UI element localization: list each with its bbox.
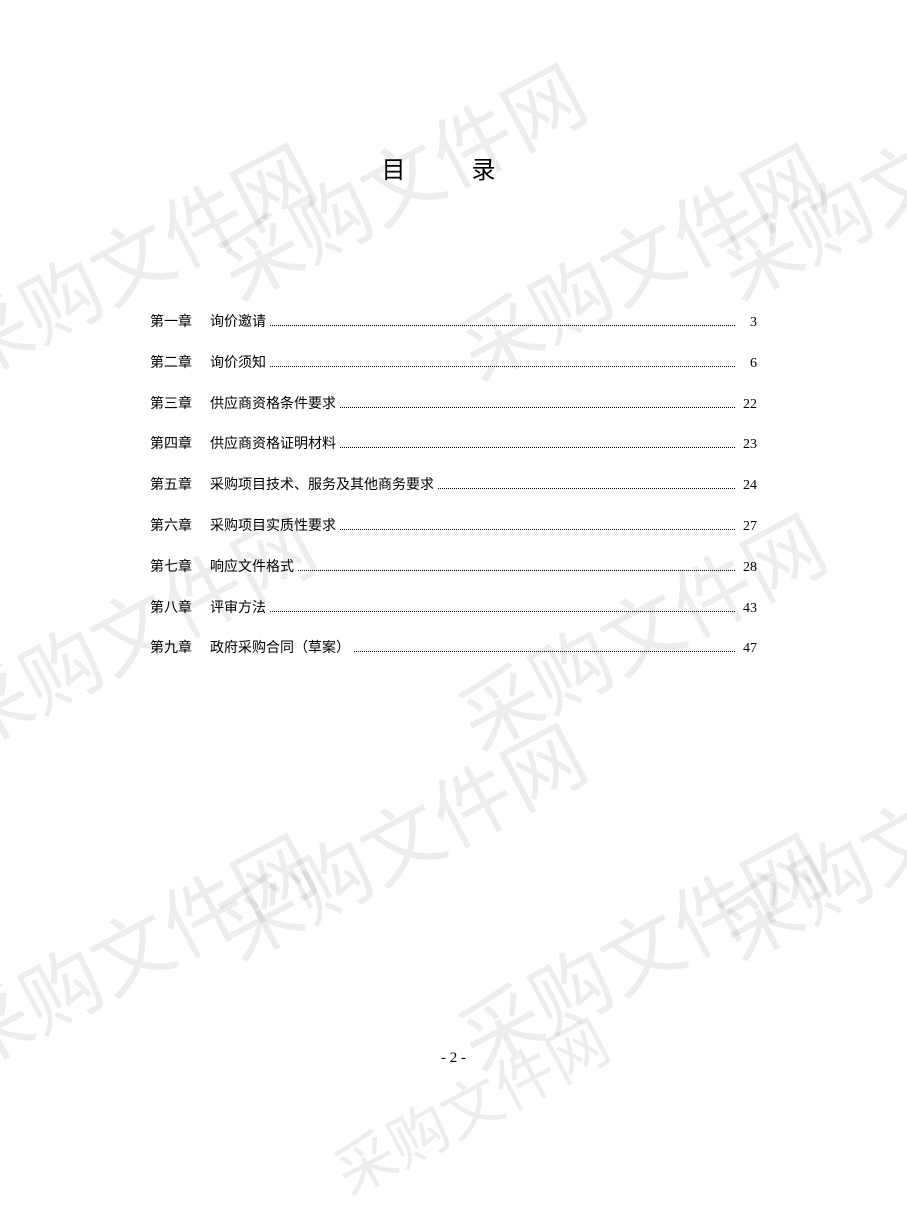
toc-leader-dots — [340, 407, 735, 408]
toc-entry: 第七章 响应文件格式 28 — [150, 560, 757, 577]
chapter-title: 供应商资格证明材料 — [210, 437, 336, 454]
toc-leader-dots — [354, 651, 735, 652]
page-title: 目 录 — [150, 150, 757, 185]
chapter-label: 第一章 — [150, 315, 192, 332]
chapter-title: 供应商资格条件要求 — [210, 397, 336, 414]
toc-page-number: 22 — [739, 397, 757, 414]
chapter-label: 第二章 — [150, 356, 192, 373]
toc-page-number: 28 — [739, 560, 757, 577]
toc-leader-dots — [270, 611, 735, 612]
chapter-title: 响应文件格式 — [210, 560, 294, 577]
table-of-contents: 第一章 询价邀请 3 第二章 询价须知 6 第三章 供应商资格条件要求 22 第… — [150, 315, 757, 658]
chapter-label: 第九章 — [150, 641, 192, 658]
chapter-title: 采购项目技术、服务及其他商务要求 — [210, 478, 434, 495]
chapter-title: 询价须知 — [210, 356, 266, 373]
toc-leader-dots — [270, 325, 735, 326]
toc-entry: 第四章 供应商资格证明材料 23 — [150, 437, 757, 454]
toc-page-number: 43 — [739, 601, 757, 618]
toc-entry: 第六章 采购项目实质性要求 27 — [150, 519, 757, 536]
toc-leader-dots — [340, 529, 735, 530]
chapter-label: 第四章 — [150, 437, 192, 454]
page-number-footer: - 2 - — [0, 1050, 907, 1067]
toc-page-number: 27 — [739, 519, 757, 536]
toc-leader-dots — [438, 488, 735, 489]
toc-entry: 第八章 评审方法 43 — [150, 601, 757, 618]
chapter-title: 政府采购合同（草案） — [210, 641, 350, 658]
chapter-label: 第八章 — [150, 601, 192, 618]
toc-entry: 第二章 询价须知 6 — [150, 356, 757, 373]
chapter-title: 评审方法 — [210, 601, 266, 618]
chapter-label: 第五章 — [150, 478, 192, 495]
toc-page-number: 23 — [739, 437, 757, 454]
chapter-title: 询价邀请 — [210, 315, 266, 332]
toc-leader-dots — [298, 570, 735, 571]
chapter-label: 第三章 — [150, 397, 192, 414]
toc-entry: 第五章 采购项目技术、服务及其他商务要求 24 — [150, 478, 757, 495]
toc-page-number: 6 — [739, 356, 757, 373]
toc-entry: 第一章 询价邀请 3 — [150, 315, 757, 332]
toc-page-number: 3 — [739, 315, 757, 332]
chapter-label: 第七章 — [150, 560, 192, 577]
toc-leader-dots — [270, 366, 735, 367]
toc-leader-dots — [340, 447, 735, 448]
document-page: 目 录 第一章 询价邀请 3 第二章 询价须知 6 第三章 供应商资格条件要求 … — [0, 0, 907, 1122]
toc-page-number: 47 — [739, 641, 757, 658]
toc-entry: 第三章 供应商资格条件要求 22 — [150, 397, 757, 414]
chapter-label: 第六章 — [150, 519, 192, 536]
chapter-title: 采购项目实质性要求 — [210, 519, 336, 536]
toc-entry: 第九章 政府采购合同（草案） 47 — [150, 641, 757, 658]
toc-page-number: 24 — [739, 478, 757, 495]
